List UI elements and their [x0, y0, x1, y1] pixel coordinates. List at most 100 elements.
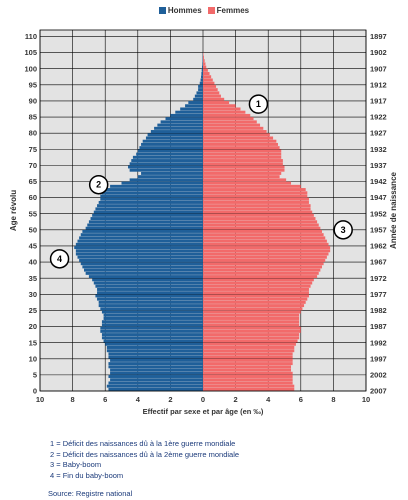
note-2: 2 = Déficit des naissances dû à la 2ème …: [50, 449, 240, 459]
annotation-label: 1: [256, 99, 261, 109]
annotation-label: 2: [96, 180, 101, 190]
bar-femmes: [203, 316, 300, 320]
bar-hommes: [196, 91, 203, 95]
year-tick-label: 1897: [370, 32, 387, 41]
bar-femmes: [203, 133, 270, 137]
bar-femmes: [203, 239, 327, 243]
source-note: Source: Registre national: [48, 489, 133, 498]
bar-femmes: [203, 104, 236, 108]
bar-femmes: [203, 107, 241, 111]
bar-hommes: [198, 84, 203, 88]
bar-hommes: [95, 294, 203, 298]
bar-hommes: [84, 268, 203, 272]
notes: 1 = Déficit des naissances dû à la 1ère …: [50, 439, 239, 481]
bar-femmes: [203, 162, 283, 166]
bar-hommes: [145, 136, 203, 140]
year-tick-label: 1992: [370, 338, 387, 347]
bar-femmes: [203, 287, 309, 291]
x-tick-label: 10: [36, 395, 44, 404]
x-tick-label: 10: [362, 395, 370, 404]
bar-hommes: [188, 101, 203, 105]
x-tick-label: 4: [136, 395, 141, 404]
bar-femmes: [203, 355, 293, 359]
bar-femmes: [203, 117, 254, 121]
bar-hommes: [108, 355, 203, 359]
bar-hommes: [121, 181, 203, 185]
bar-femmes: [203, 387, 295, 391]
bar-femmes: [203, 94, 221, 98]
bar-femmes: [203, 155, 282, 159]
bar-femmes: [203, 349, 295, 353]
bar-hommes: [170, 113, 203, 117]
bar-hommes: [141, 171, 203, 175]
bar-femmes: [203, 365, 292, 369]
age-tick-label: 70: [29, 161, 37, 170]
bar-hommes: [142, 139, 203, 143]
bar-femmes: [203, 281, 313, 285]
bar-hommes: [101, 336, 203, 340]
age-tick-label: 10: [29, 354, 37, 363]
bar-femmes: [203, 139, 277, 143]
legend-label-hommes: Hommes: [167, 6, 202, 15]
bar-hommes: [103, 316, 203, 320]
bar-hommes: [97, 297, 203, 301]
bar-hommes: [95, 284, 203, 288]
plot-frame: [39, 29, 367, 392]
bar-femmes: [203, 65, 207, 69]
bar-hommes: [79, 258, 203, 262]
bar-hommes: [98, 200, 203, 204]
bar-femmes: [203, 194, 308, 198]
bar-hommes: [193, 97, 203, 101]
bar-femmes: [203, 371, 293, 375]
bar-hommes: [101, 310, 203, 314]
bar-femmes: [203, 223, 319, 227]
population-pyramid-chart: Hommes Femmes 0 5 10 15 20 25 30 35 40 45 50 55 60 65 7…: [0, 6, 408, 416]
year-tick-label: 1927: [370, 129, 387, 138]
bar-femmes: [203, 233, 324, 237]
bar-hommes: [108, 362, 203, 366]
legend: Hommes Femmes: [0, 6, 408, 15]
year-tick-label: 1972: [370, 274, 387, 283]
bar-hommes: [92, 213, 203, 217]
bar-femmes: [203, 291, 309, 295]
bar-hommes: [75, 252, 203, 256]
note-4: 4 = Fin du baby-boom: [50, 470, 124, 480]
bar-femmes: [203, 168, 285, 172]
bar-hommes: [93, 210, 203, 214]
age-tick-label: 110: [25, 32, 37, 41]
bar-femmes: [203, 126, 264, 130]
bar-hommes: [110, 368, 203, 372]
legend-item-hommes: Hommes: [158, 6, 202, 15]
bar-femmes: [203, 213, 314, 217]
year-tick-label: 1997: [370, 354, 387, 363]
bar-hommes: [154, 126, 203, 130]
note-3: 3 = Baby-boom: [50, 460, 102, 469]
x-tick-label: 4: [266, 395, 271, 404]
age-tick-label: 40: [29, 258, 37, 267]
bar-femmes: [203, 226, 321, 230]
bar-femmes: [203, 236, 326, 240]
bar-hommes: [132, 155, 203, 159]
bar-hommes: [131, 159, 203, 163]
bar-hommes: [110, 371, 203, 375]
bar-hommes: [202, 65, 203, 69]
bar-femmes: [203, 384, 295, 388]
bar-hommes: [136, 152, 203, 156]
bar-hommes: [100, 307, 203, 311]
bar-hommes: [110, 184, 203, 188]
bar-hommes: [108, 381, 203, 385]
bar-hommes: [194, 94, 203, 98]
year-tick-label: 1957: [370, 225, 387, 234]
bar-hommes: [141, 142, 203, 146]
x-tick-label: 8: [331, 395, 335, 404]
bar-hommes: [85, 226, 203, 230]
bar-femmes: [203, 297, 308, 301]
bar-femmes: [203, 310, 301, 314]
year-tick-label: 1912: [370, 80, 387, 89]
bar-femmes: [203, 220, 318, 224]
age-tick-label: 50: [29, 225, 37, 234]
year-tick-label: 1937: [370, 161, 387, 170]
bar-hommes: [77, 255, 203, 259]
bar-femmes: [203, 59, 205, 63]
age-tick-label: 75: [29, 145, 37, 154]
